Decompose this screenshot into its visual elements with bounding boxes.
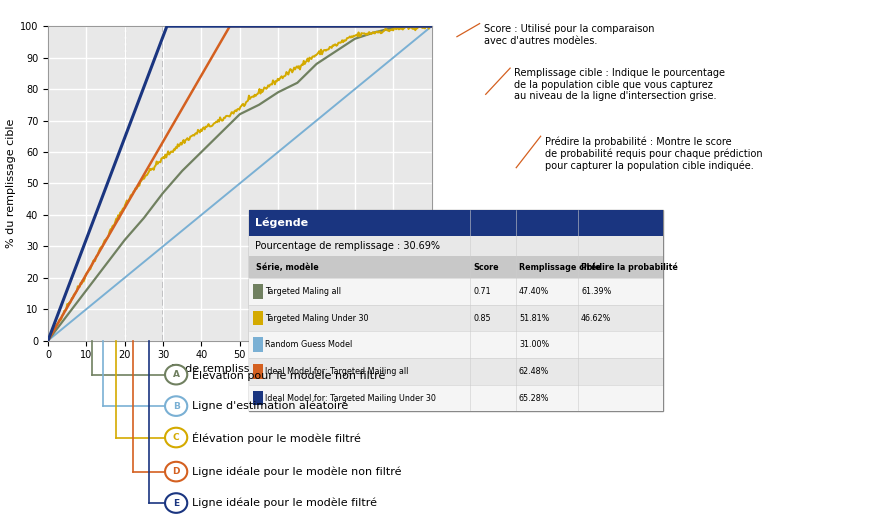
Text: Légende: Légende	[255, 217, 308, 228]
FancyBboxPatch shape	[254, 311, 262, 325]
Text: Score: Score	[473, 263, 499, 271]
FancyBboxPatch shape	[249, 358, 663, 385]
FancyBboxPatch shape	[249, 385, 663, 411]
Text: Remplissage cible: Remplissage cible	[519, 263, 601, 271]
FancyBboxPatch shape	[249, 210, 663, 411]
Circle shape	[165, 365, 187, 385]
Text: 62.48%: 62.48%	[519, 367, 549, 376]
Text: Random Guess Model: Random Guess Model	[265, 340, 352, 350]
FancyBboxPatch shape	[249, 305, 663, 332]
Text: 0.85: 0.85	[473, 314, 491, 323]
Circle shape	[165, 493, 187, 513]
Text: Prédire la probabilité : Montre le score
de probabilité requis pour chaque prédi: Prédire la probabilité : Montre le score…	[545, 136, 763, 171]
Text: 65.28%: 65.28%	[519, 394, 549, 402]
Text: Série, modèle: Série, modèle	[256, 263, 319, 271]
Circle shape	[165, 462, 187, 482]
FancyBboxPatch shape	[249, 278, 663, 305]
Text: Targeted Maling all: Targeted Maling all	[265, 287, 341, 296]
Text: Prédire la probabilité: Prédire la probabilité	[581, 263, 678, 272]
Text: Ideal Model for: Targeted Mailing Under 30: Ideal Model for: Targeted Mailing Under …	[265, 394, 436, 402]
Text: A: A	[173, 370, 180, 379]
Text: Ideal Model for: Targeted Mailing all: Ideal Model for: Targeted Mailing all	[265, 367, 408, 376]
FancyBboxPatch shape	[249, 210, 663, 236]
Text: Remplissage cible : Indique le pourcentage
de la population cible que vous captu: Remplissage cible : Indique le pourcenta…	[514, 68, 726, 101]
Text: 31.00%: 31.00%	[519, 340, 549, 350]
Y-axis label: % du remplissage cible: % du remplissage cible	[6, 119, 16, 248]
Text: Pourcentage de remplissage : 30.69%: Pourcentage de remplissage : 30.69%	[255, 241, 439, 251]
FancyBboxPatch shape	[249, 332, 663, 358]
Text: Élévation pour le modèle non filtré: Élévation pour le modèle non filtré	[192, 369, 385, 380]
Text: Ligne idéale pour le modèle filtré: Ligne idéale pour le modèle filtré	[192, 498, 377, 508]
Text: 51.81%: 51.81%	[519, 314, 549, 323]
Text: E: E	[173, 498, 180, 508]
Text: Ligne d'estimation aléatoire: Ligne d'estimation aléatoire	[192, 401, 348, 411]
Text: 61.39%: 61.39%	[581, 287, 611, 296]
FancyBboxPatch shape	[249, 256, 663, 278]
Text: Score : Utilisé pour la comparaison
avec d'autres modèles.: Score : Utilisé pour la comparaison avec…	[484, 24, 655, 46]
FancyBboxPatch shape	[249, 236, 663, 256]
Circle shape	[165, 428, 187, 447]
X-axis label: % de remplissage global: % de remplissage global	[172, 365, 308, 375]
Circle shape	[165, 396, 187, 416]
Text: Targeted Maling Under 30: Targeted Maling Under 30	[265, 314, 369, 323]
Text: B: B	[173, 401, 180, 411]
Text: Ligne idéale pour le modèle non filtré: Ligne idéale pour le modèle non filtré	[192, 466, 401, 477]
Text: 46.62%: 46.62%	[581, 314, 611, 323]
Text: 0.71: 0.71	[473, 287, 491, 296]
FancyBboxPatch shape	[254, 337, 262, 352]
FancyBboxPatch shape	[254, 364, 262, 379]
FancyBboxPatch shape	[254, 284, 262, 299]
Text: C: C	[173, 433, 180, 442]
Text: Élévation pour le modèle filtré: Élévation pour le modèle filtré	[192, 432, 361, 443]
FancyBboxPatch shape	[254, 391, 262, 406]
Text: 47.40%: 47.40%	[519, 287, 549, 296]
Text: D: D	[173, 467, 180, 476]
